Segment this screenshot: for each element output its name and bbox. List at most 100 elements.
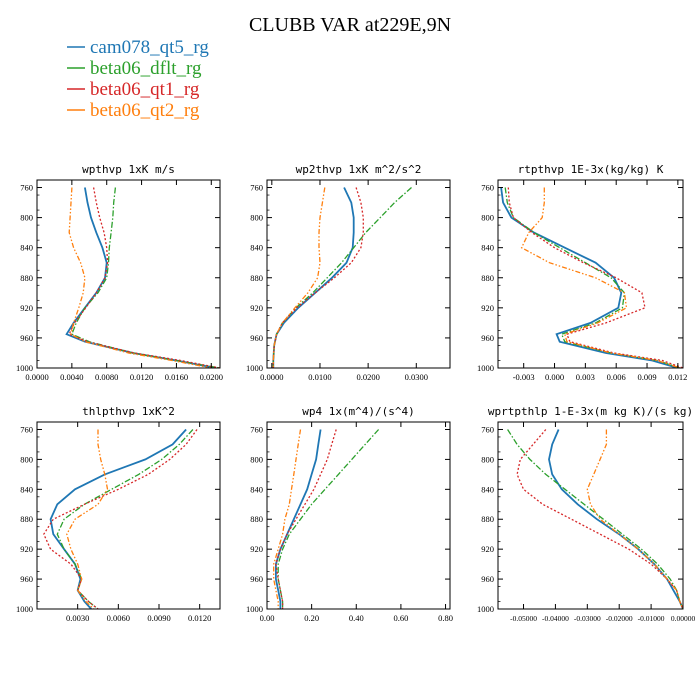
y-tick-label: 800 [20,213,33,223]
panel-6: wprtpthlp 1-E-3x(m kg K)/(s kg) 760 800 840… [477,405,695,623]
y-tick-label: 840 [481,484,494,494]
panel-title: wp2thvp 1xK m^2/s^2 [296,163,422,176]
y-tick-label: 960 [481,333,494,343]
panel-title: thlpthvp 1xK^2 [82,405,175,418]
x-tick-label: -0.04000 [542,614,569,623]
series-line-cam078_qt5_rg [274,429,322,609]
y-tick-label: 920 [481,544,494,554]
y-tick-label: 960 [481,574,494,584]
panel-title: wpthvp 1xK m/s [82,163,175,176]
series-line-beta06_qt2_rg [273,429,302,609]
y-tick-label: 920 [250,303,263,313]
series-line-beta06_dflt_rg [56,429,194,609]
panel-1: wpthvp 1xK m/s76080084088092096010000.00… [16,163,223,382]
panel-3: rtpthvp 1E-3x(kg/kg) K 760 800 840 880 920 960… [477,163,687,382]
x-tick-label: 0.0300 [405,372,428,382]
series-line-beta06_qt1_rg [272,187,364,368]
x-tick-label: 0.006 [607,372,626,382]
series-line-cam078_qt5_rg [272,187,355,368]
plot-frame [266,179,451,369]
y-tick-label: 960 [20,574,33,584]
x-tick-label: 0.0060 [107,613,130,623]
plot-frame [497,421,684,610]
y-tick-label: 880 [20,514,33,524]
series-line-beta06_qt2_rg [520,187,681,368]
x-tick-label: 0.0000 [260,372,283,382]
plot-frame [36,179,221,369]
series-line-beta06_qt1_rg [507,187,683,368]
x-tick-label: 0.60 [393,613,408,623]
x-tick-label: 0.0120 [130,372,153,382]
x-tick-label: 0.0120 [188,613,211,623]
legend-label: beta06_qt1_rg [90,79,200,100]
series-line-beta06_dflt_rg [504,187,681,368]
x-tick-label: 0.009 [637,372,656,382]
y-tick-label: 800 [250,213,263,223]
series-line-beta06_dflt_rg [507,429,683,609]
y-tick-label: 920 [20,544,33,554]
series-line-beta06_qt2_rg [272,187,326,368]
y-tick-label: 760 [250,424,263,434]
y-tick-label: 960 [250,333,263,343]
panel-4: thlpthvp 1xK^2 760 800 840 880 920 960 1000 0.00… [16,405,221,623]
plot-frame [497,179,684,369]
series-line-beta06_qt2_rg [66,429,109,609]
y-tick-label: 800 [481,213,494,223]
x-tick-label: 0.0080 [95,372,118,382]
y-tick-label: 920 [20,303,33,313]
x-tick-label: 0.0000 [25,372,48,382]
y-tick-label: 880 [481,273,494,283]
chart-panels: wpthvp 1xK m/s76080084088092096010000.00… [16,163,695,623]
y-tick-label: 880 [250,514,263,524]
y-tick-label: 1000 [477,363,494,373]
y-tick-label: 880 [20,273,33,283]
series-line-beta06_dflt_rg [272,187,412,368]
x-tick-label: 0.012 [668,372,687,382]
y-tick-label: 880 [481,514,494,524]
y-tick-label: 800 [250,454,263,464]
panel-5: wp4 1x(m^4)/(s^4)76080084088092096010000… [246,405,453,623]
series-line-beta06_qt2_rg [586,429,683,609]
series-line-beta06_qt1_rg [68,187,220,368]
panel-title: wprtpthlp 1-E-3x(m kg K)/(s kg) [488,405,693,418]
y-tick-label: 1000 [16,363,33,373]
series-line-beta06_qt1_rg [275,429,337,609]
x-tick-label: 0.80 [438,613,453,623]
x-tick-label: 0.0200 [356,372,379,382]
x-tick-label: 0.00000 [671,614,696,623]
panel-2: wp2thvp 1xK m^2/s^2 760 800 840 880 920 960 100… [246,163,451,382]
legend-label: beta06_qt2_rg [90,100,200,121]
y-tick-label: 760 [481,424,494,434]
x-tick-label: -0.03000 [574,614,601,623]
y-tick-label: 1000 [16,604,33,614]
panel-title: wp4 1x(m^4)/(s^4) [302,405,415,418]
x-tick-label: -0.01000 [638,614,665,623]
x-tick-label: 0.003 [576,372,595,382]
y-tick-label: 960 [20,333,33,343]
y-tick-label: 840 [20,484,33,494]
x-tick-label: -0.02000 [606,614,633,623]
y-tick-label: 800 [481,454,494,464]
x-tick-label: 0.00 [260,613,275,623]
panel-title: rtpthvp 1E-3x(kg/kg) K [518,163,664,176]
y-tick-label: 920 [250,544,263,554]
series-line-cam078_qt5_rg [500,187,679,368]
y-tick-label: 1000 [246,604,263,614]
plot-frame [36,421,221,610]
page-title: CLUBB VAR at229E,9N [249,14,451,36]
y-tick-label: 1000 [477,604,494,614]
x-tick-label: 0.000 [545,372,564,382]
y-tick-label: 760 [20,424,33,434]
series-line-beta06_dflt_rg [71,187,220,368]
x-tick-label: 0.20 [304,613,319,623]
x-tick-label: 0.0030 [66,613,89,623]
y-tick-label: 960 [250,574,263,584]
y-tick-label: 1000 [246,363,263,373]
y-tick-label: 760 [481,183,494,193]
x-tick-label: 0.0200 [200,372,223,382]
plot-frame [266,421,451,610]
series-line-beta06_qt2_rg [68,187,212,368]
y-tick-label: 840 [481,243,494,253]
y-tick-label: 880 [250,273,263,283]
